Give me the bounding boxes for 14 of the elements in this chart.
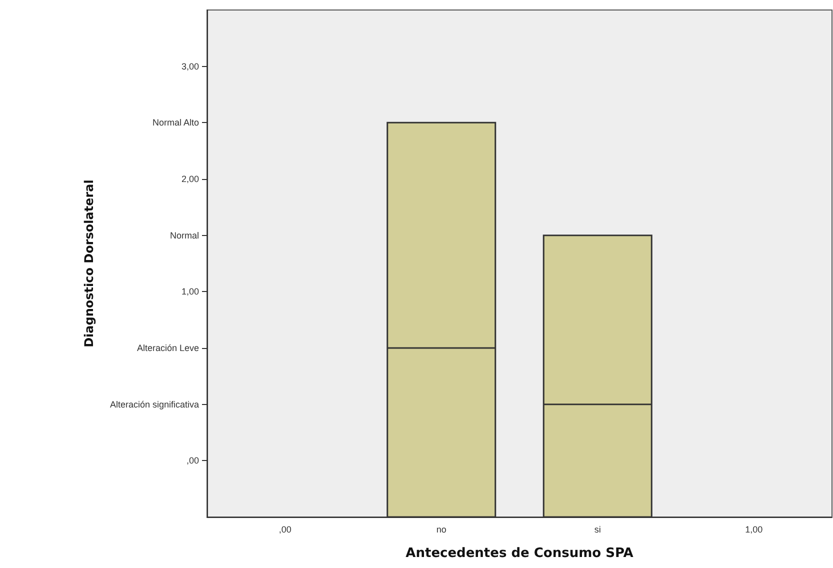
y-axis-title: Diagnostico Dorsolateral <box>82 180 96 348</box>
y-tick-label: 3,00 <box>181 61 199 72</box>
y-tick-label: 2,00 <box>181 174 199 184</box>
y-tick-label: Normal Alto <box>152 118 199 128</box>
y-tick-label: Alteración Leve <box>136 343 199 353</box>
y-tick-label: 1,00 <box>181 286 199 297</box>
x-axis-title: Antecedentes de Consumo SPA <box>406 546 634 561</box>
x-tick-label: si <box>594 524 601 534</box>
y-tick-label: Alteración significativa <box>110 399 199 410</box>
x-tick-label: ,00 <box>278 524 292 534</box>
y-tick-label: ,00 <box>186 456 199 466</box>
y-tick-label: Normal <box>170 230 199 240</box>
x-tick-label: 1,00 <box>745 524 763 534</box>
x-tick-label: no <box>436 524 446 534</box>
